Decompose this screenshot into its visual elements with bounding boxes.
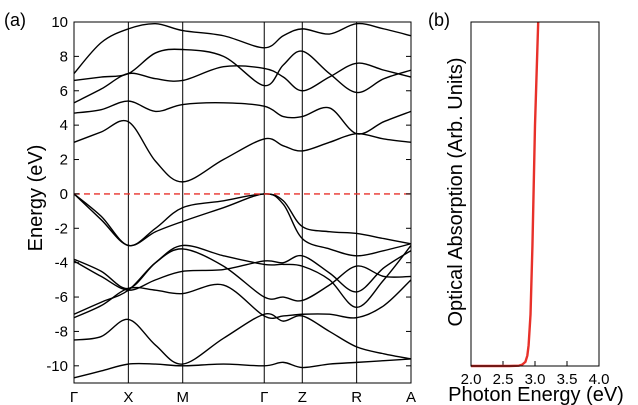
y-tick-label: 6 xyxy=(60,83,68,100)
y-tick-label: -8 xyxy=(55,323,68,340)
band-line xyxy=(73,279,412,319)
band-line xyxy=(73,193,412,257)
k-point-label: Γ xyxy=(70,389,78,405)
band-structure-panel: (a) Energy (eV) -10 -8 -6 -4 -2 0 2 4 6 8 10 Γ X M Γ Z… xyxy=(4,10,416,405)
band-line xyxy=(73,100,412,135)
k-point-label: M xyxy=(176,389,189,405)
x-tick-label: 3.0 xyxy=(525,371,546,388)
y-tick-label: 4 xyxy=(60,117,68,134)
x-tick-label: 2.5 xyxy=(493,371,514,388)
band-line xyxy=(73,119,412,183)
k-point-label: Z xyxy=(298,389,307,405)
k-point-label: A xyxy=(406,389,416,405)
band-line xyxy=(73,244,412,309)
x-tick-label: 4.0 xyxy=(589,371,610,388)
energy-axis-title: Energy (eV) xyxy=(25,145,47,252)
y-tick-label: 10 xyxy=(51,14,68,31)
panel-b-label: (b) xyxy=(428,10,450,30)
k-point-label: R xyxy=(351,389,362,405)
y-tick-label: -4 xyxy=(55,255,68,272)
band-line xyxy=(73,48,412,94)
absorption-axis-title: Optical Absorption (Arb. Units) xyxy=(445,58,467,327)
x-tick-label: 3.5 xyxy=(557,371,578,388)
y-tick-label: 2 xyxy=(60,152,68,169)
k-point-label: X xyxy=(123,389,133,405)
band-line xyxy=(73,250,412,293)
band-line xyxy=(73,248,412,315)
y-tick-label: 0 xyxy=(60,186,68,203)
y-tick-label: -2 xyxy=(55,220,68,237)
k-point-label: Γ xyxy=(260,389,268,405)
x-tick-label: 2.0 xyxy=(461,371,482,388)
absorption-panel: (b) Optical Absorption (Arb. Units) Phot… xyxy=(428,10,624,405)
absorption-curve xyxy=(471,21,540,368)
y-tick-label: -10 xyxy=(46,358,68,375)
photon-energy-axis-title: Photon Energy (eV) xyxy=(448,384,624,405)
band-line xyxy=(73,62,412,104)
band-line xyxy=(73,22,412,75)
band-line xyxy=(73,358,412,379)
y-tick-label: -6 xyxy=(55,289,68,306)
band-structure-frame xyxy=(73,21,412,384)
y-tick-label: 8 xyxy=(60,48,68,65)
absorption-frame xyxy=(470,21,600,367)
panel-a-label: (a) xyxy=(4,10,26,30)
band-line xyxy=(73,313,412,365)
band-line xyxy=(73,193,412,247)
